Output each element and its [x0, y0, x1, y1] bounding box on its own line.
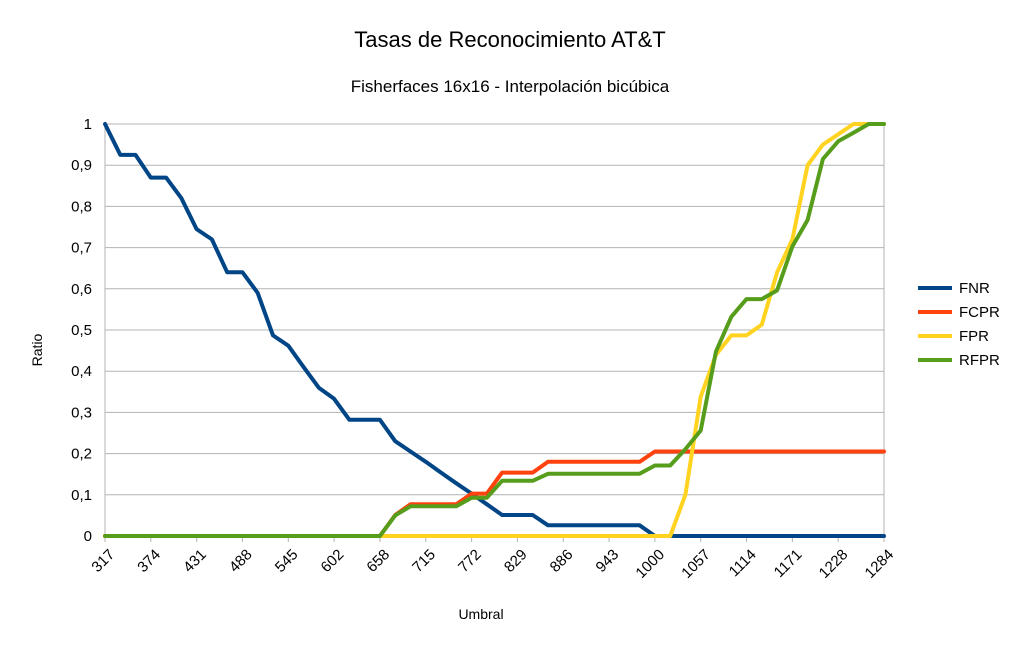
y-tick-label: 0,8: [71, 198, 92, 215]
series-line-fnr: [103, 122, 886, 538]
y-axis-title: Ratio: [29, 333, 45, 366]
y-tick-label: 1: [84, 116, 92, 133]
x-tick-label: 943: [593, 546, 623, 576]
gridlines: [104, 123, 885, 537]
x-tick-label: 829: [501, 546, 531, 576]
x-tick-label: 772: [455, 546, 485, 576]
x-tick-label: 431: [180, 546, 210, 576]
y-tick-label: 0,3: [71, 404, 92, 421]
x-axis-ticks: 317 374 431 488 545 602 658 715 772 829 886 943 1000…: [88, 536, 897, 582]
series-line-fcpr: [103, 449, 886, 538]
y-tick-label: 0,5: [71, 322, 92, 339]
y-tick-label: 0,4: [71, 363, 92, 380]
y-axis-ticks: 0 0,1 0,2 0,3 0,4 0,5 0,6 0,7 0,8 0,9 1: [71, 116, 92, 545]
x-axis-title: Umbral: [458, 606, 503, 622]
x-tick-label: 1000: [632, 546, 668, 582]
x-tick-label: 1228: [816, 546, 852, 582]
chart-subtitle: Fisherfaces 16x16 - Interpolación bicúbi…: [351, 77, 670, 96]
y-tick-label: 0,6: [71, 281, 92, 298]
x-tick-label: 488: [226, 546, 256, 576]
chart-title: Tasas de Reconocimiento AT&T: [354, 27, 665, 52]
x-tick-label: 715: [409, 546, 439, 576]
x-tick-label: 1114: [726, 546, 760, 580]
legend-label-fpr: FPR: [959, 328, 989, 345]
x-tick-label: 658: [363, 546, 393, 576]
y-tick-label: 0,2: [71, 446, 92, 463]
x-tick-label: 545: [272, 546, 302, 576]
y-tick-label: 0,1: [71, 487, 92, 504]
legend-label-rfpr: RFPR: [959, 352, 1000, 369]
series-line-rfpr: [103, 122, 886, 538]
x-tick-label: 317: [88, 546, 118, 576]
x-tick-label: 886: [547, 546, 577, 576]
series-lines: [103, 122, 886, 538]
legend-label-fcpr: FCPR: [959, 304, 1000, 321]
y-tick-label: 0,9: [71, 157, 92, 174]
y-tick-label: 0,7: [71, 240, 92, 257]
x-tick-label: 374: [134, 546, 164, 576]
legend-label-fnr: FNR: [959, 280, 990, 297]
x-tick-label: 1171: [771, 546, 806, 581]
x-tick-label: 602: [318, 546, 348, 576]
legend: FNR FCPR FPR RFPR: [918, 280, 1000, 369]
x-tick-label: 1057: [678, 546, 714, 582]
y-tick-label: 0: [84, 528, 92, 545]
x-tick-label: 1284: [862, 546, 898, 582]
